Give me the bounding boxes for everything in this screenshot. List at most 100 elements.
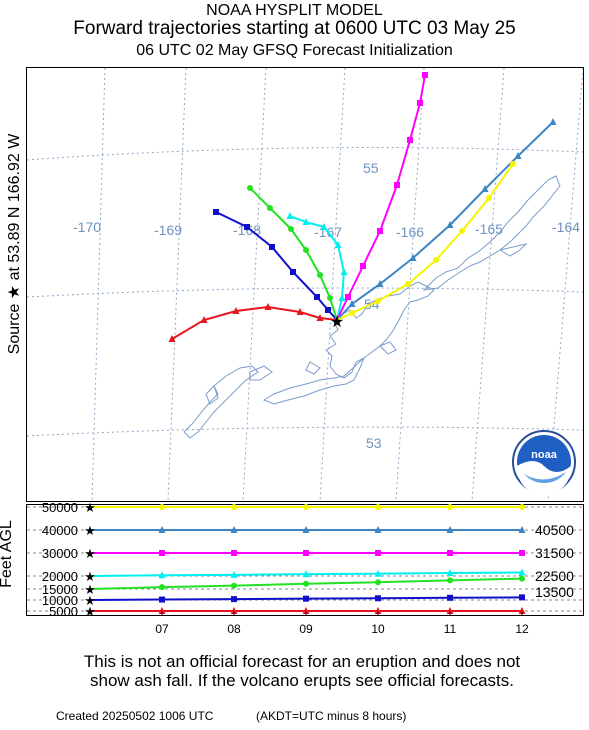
trajectory-point (417, 100, 423, 106)
trajectory-point (320, 223, 328, 230)
height-point (446, 526, 454, 533)
noaa-logo: noaa (512, 430, 576, 495)
trajectory-chart: -170 -169 -168 -167 -166 -165 -164 55 54… (26, 67, 584, 636)
trajectory-point (296, 308, 304, 315)
height-point (302, 570, 310, 578)
height-right-label: 22500 (535, 568, 574, 584)
trajectory-point (510, 161, 516, 167)
height-point (230, 607, 238, 614)
x-tick-label: 08 (227, 622, 241, 636)
trajectory-steel (336, 121, 554, 321)
height-point (447, 577, 453, 584)
chart-title: Forward trajectories starting at 0600 UT… (73, 18, 516, 39)
trajectory-point (409, 254, 417, 261)
height-tick-label: 30000 (42, 546, 78, 561)
created-timestamp: Created 20250502 1006 UTC (56, 709, 214, 723)
height-tick-label: 5000 (49, 604, 78, 619)
height-point (374, 569, 382, 577)
trajectory-point (316, 314, 324, 321)
height-tick-label: 50000 (42, 500, 78, 515)
height-right-label: 40500 (535, 522, 574, 538)
latitude-grid (27, 147, 583, 437)
x-tick-label: 10 (371, 622, 385, 636)
height-point (231, 582, 237, 589)
disclaimer: This is not an official forecast for an … (22, 652, 582, 690)
chart-subtitle: 06 UTC 02 May GFSQ Forecast Initializati… (136, 42, 453, 59)
height-point (519, 575, 525, 582)
height-point (159, 584, 165, 591)
x-tick-label: 07 (155, 622, 169, 636)
trajectory-point (303, 247, 309, 253)
height-point (447, 504, 453, 510)
trajectory-point (325, 307, 331, 313)
trajectory-point (286, 212, 294, 219)
lon-label: -169 (154, 222, 182, 238)
trajectory-magenta (336, 74, 426, 321)
height-point (303, 550, 309, 556)
trajectory-point (327, 295, 333, 301)
trajectory-point (360, 263, 366, 269)
height-point (158, 571, 166, 579)
height-point (447, 594, 453, 601)
height-right-label: 31500 (535, 545, 574, 561)
height-point (447, 550, 453, 556)
height-panel: 5000040000300002000015000100005000★★★★★★… (27, 500, 583, 636)
height-point (230, 526, 238, 533)
height-point (518, 607, 526, 614)
trajectory-point (376, 280, 384, 287)
start-star-icon: ★ (84, 593, 96, 608)
trajectory-point (394, 182, 400, 188)
noaa-logo-text: noaa (531, 449, 558, 461)
trajectory-point (232, 307, 240, 314)
trajectory-point (348, 300, 356, 307)
lon-label: -166 (396, 224, 424, 240)
height-point (230, 570, 238, 578)
height-point (159, 504, 165, 510)
trajectory-point (433, 257, 439, 263)
lat-label: 53 (366, 435, 382, 451)
model-title: NOAA HYSPLIT MODEL (206, 2, 383, 19)
height-point (519, 504, 525, 510)
trajectory-point (349, 310, 355, 316)
trajectory-point (267, 205, 273, 211)
lon-label: -164 (552, 219, 580, 235)
x-tick-label: 11 (444, 622, 457, 636)
height-tick-label: 20000 (42, 569, 78, 584)
start-star-icon: ★ (84, 604, 96, 619)
height-tick-label: 40000 (42, 523, 78, 538)
map-labels: -170 -169 -168 -167 -166 -165 -164 55 54… (73, 160, 580, 451)
trajectory-point (405, 281, 411, 287)
trajectory-point (168, 335, 176, 342)
trajectory-point (244, 224, 250, 230)
height-point (374, 607, 382, 614)
height-point (375, 579, 381, 586)
height-point (231, 550, 237, 556)
start-star-icon: ★ (84, 546, 96, 561)
height-point (159, 550, 165, 556)
trajectory-yellow (336, 163, 514, 321)
disclaimer-line-1: This is not an official forecast for an … (83, 652, 521, 671)
trajectory-green (249, 187, 338, 321)
trajectory-lines (168, 72, 557, 342)
trajectory-point (264, 303, 272, 310)
trajectory-point (481, 185, 489, 192)
source-star-icon: ★ (330, 314, 344, 331)
longitude-grid (91, 68, 583, 501)
x-tick-label: 12 (515, 622, 529, 636)
disclaimer-line-2: show ash fall. If the volcano erupts see… (90, 671, 514, 690)
trajectory-point (290, 269, 296, 275)
start-star-icon: ★ (84, 523, 96, 538)
trajectory-point (334, 241, 342, 248)
trajectory-point (317, 272, 323, 278)
height-point (302, 607, 310, 614)
start-star-icon: ★ (84, 500, 96, 515)
trajectory-point (446, 221, 454, 228)
height-point (158, 526, 166, 533)
start-star-icon: ★ (84, 582, 96, 597)
height-point (231, 596, 237, 603)
trajectory-point (213, 209, 219, 215)
trajectory-point (549, 118, 557, 125)
start-star-icon: ★ (84, 569, 96, 584)
height-tick-label: 15000 (42, 582, 78, 597)
trajectory-point (407, 137, 413, 143)
